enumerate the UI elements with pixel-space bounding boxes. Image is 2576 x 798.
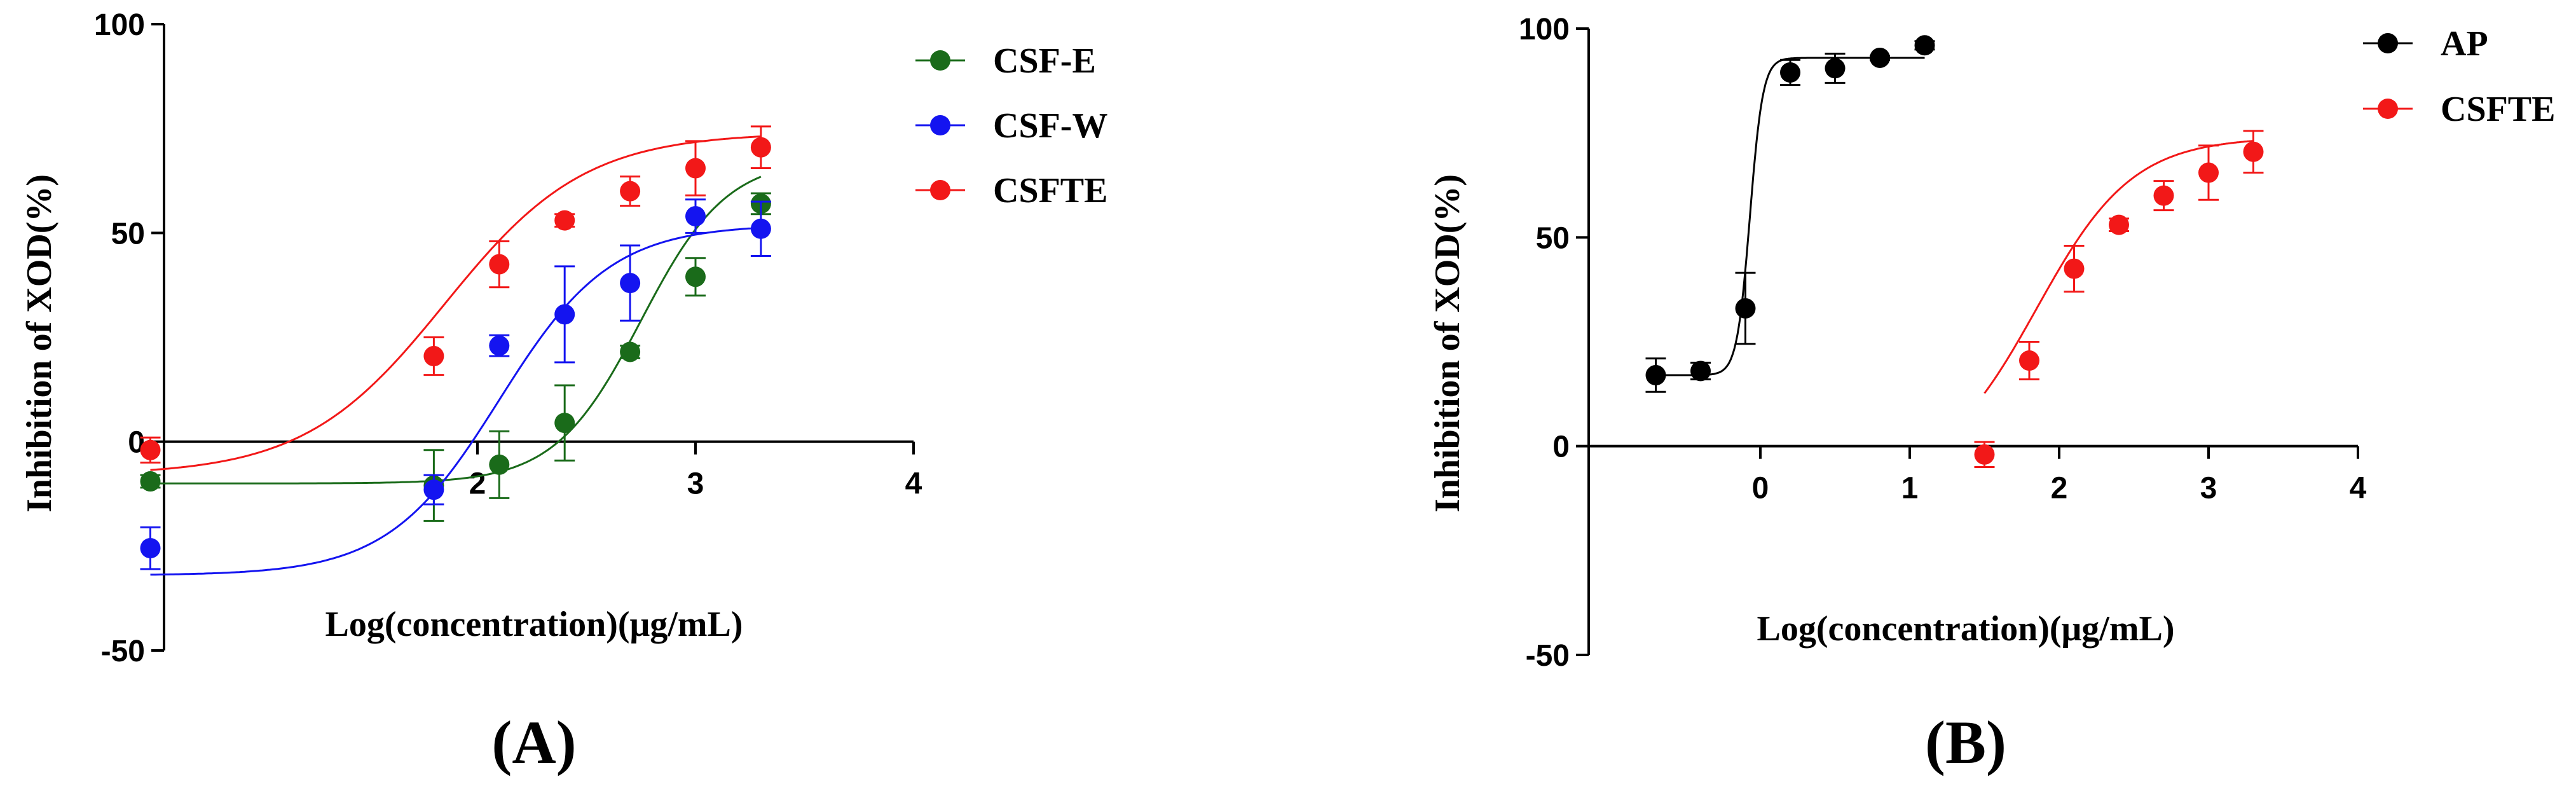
data-point xyxy=(620,273,641,294)
legend-marker-csfte xyxy=(930,180,950,200)
x-tick-label: 1 xyxy=(1901,472,1919,506)
data-point xyxy=(1825,58,1846,79)
x-tick-label: 3 xyxy=(687,467,704,501)
data-point xyxy=(140,471,161,492)
y-tick-label: -50 xyxy=(101,635,145,668)
y-tick-label: 100 xyxy=(1519,13,1570,46)
data-point xyxy=(685,158,706,179)
x-axis-title: Log(concentration)(μg/mL) xyxy=(1757,609,2175,649)
data-point xyxy=(620,181,641,202)
x-tick-label: 2 xyxy=(2051,472,2068,506)
data-point xyxy=(140,439,161,460)
legend-marker-ap xyxy=(2378,33,2398,53)
data-point xyxy=(2064,258,2085,279)
x-tick-label: 3 xyxy=(2200,472,2217,506)
data-point xyxy=(750,218,771,239)
fit-curve-ap xyxy=(1655,57,1925,376)
panel-b-chart: -50 0 50 100 0 1 2 3 4 Log(concentration)(μg/mL) I… xyxy=(1428,13,2556,673)
panel-a-label: (A) xyxy=(491,708,576,776)
data-point xyxy=(423,479,444,500)
panel-b-label: (B) xyxy=(1925,708,2006,776)
y-axis-title: Inhibition of XOD(%) xyxy=(1428,174,1467,513)
data-point xyxy=(2198,162,2219,183)
legend-label-csf-w: CSF-W xyxy=(993,106,1107,146)
data-point xyxy=(2109,214,2129,235)
data-point xyxy=(489,254,510,275)
legend-label-ap: AP xyxy=(2441,24,2488,64)
data-point xyxy=(140,538,161,559)
data-point xyxy=(554,304,575,325)
y-axis-title: Inhibition of XOD(%) xyxy=(20,174,59,513)
data-point xyxy=(2019,350,2039,371)
data-point xyxy=(1780,62,1800,83)
data-point xyxy=(489,454,510,475)
fit-curve-csf-e xyxy=(150,175,762,485)
data-point xyxy=(1735,298,1756,319)
y-tick-label: -50 xyxy=(1526,639,1570,673)
x-axis-title: Log(concentration)(μg/mL) xyxy=(325,605,743,644)
series-csfte xyxy=(140,125,771,471)
y-tick-label: 100 xyxy=(94,8,145,42)
x-tick-label: 4 xyxy=(2350,472,2367,506)
series-csf-e xyxy=(140,175,771,522)
x-tick-label: 0 xyxy=(1752,472,1769,506)
data-point xyxy=(2153,185,2174,206)
data-point xyxy=(423,346,444,367)
data-point xyxy=(685,206,706,227)
series-ap xyxy=(1645,35,1935,393)
series-csf-w xyxy=(140,198,771,576)
legend-label-csfte: CSFTE xyxy=(993,171,1108,210)
data-point xyxy=(750,137,771,158)
x-tick-label: 2 xyxy=(469,467,486,501)
fit-curve-csfte xyxy=(150,135,761,471)
data-point xyxy=(2243,141,2264,162)
legend-marker-csf-e xyxy=(930,50,950,71)
x-tick-label: 4 xyxy=(905,467,922,501)
y-tick-label: 0 xyxy=(1552,430,1570,464)
data-point xyxy=(1690,361,1711,382)
data-point xyxy=(685,266,706,287)
legend-marker-csf-w xyxy=(930,115,950,135)
data-point xyxy=(1914,35,1935,56)
data-point xyxy=(489,335,510,356)
data-point xyxy=(1870,47,1890,68)
data-point xyxy=(554,210,575,231)
legend-marker-csfte xyxy=(2378,99,2398,119)
legend-label-csf-e: CSF-E xyxy=(993,41,1096,81)
y-tick-label: 50 xyxy=(111,217,145,251)
legend-label-csfte: CSFTE xyxy=(2441,90,2556,129)
data-point xyxy=(1974,444,1995,465)
data-point xyxy=(554,413,575,434)
series-csfte xyxy=(1974,130,2264,468)
data-point xyxy=(620,341,641,362)
fit-curve-csf-w xyxy=(150,226,761,576)
y-tick-label: 50 xyxy=(1536,221,1570,255)
data-point xyxy=(1645,365,1666,386)
